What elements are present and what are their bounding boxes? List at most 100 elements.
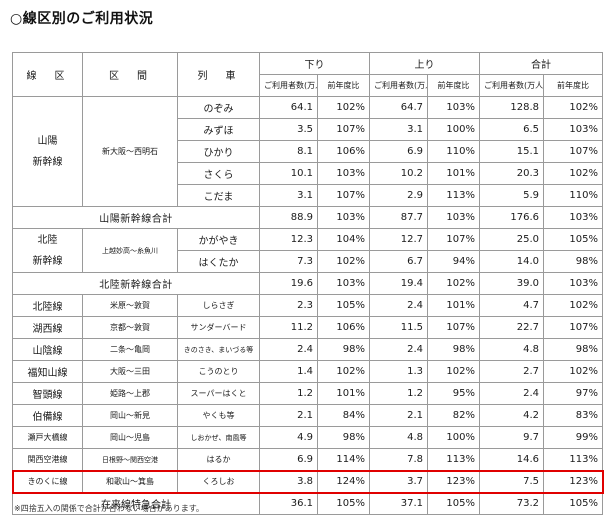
down-users: 2.1 [259,404,318,427]
table-row: 山陰線 二条～亀岡 きのさき、まいづる等 2.4 98% 2.4 98% 4.8… [12,338,603,361]
down-users: 4.9 [259,426,318,449]
up-ratio: 95% [427,382,480,405]
train-cell: さくら [177,162,260,185]
up-ratio: 113% [427,448,480,471]
line-cell: 福知山線 [12,360,83,383]
train-cell: きのさき、まいづる等 [177,338,260,361]
train-cell: こうのとり [177,360,260,383]
up-users: 19.4 [369,272,428,295]
subtotal-label: 北陸新幹線合計 [12,272,260,295]
footnote: ※四捨五入の関係で合計が合わない場合があります。 [14,504,204,513]
total-label: 在来線特急合計 [12,492,260,515]
down-ratio: 102% [317,250,370,273]
total-ratio: 107% [543,140,603,163]
up-ratio: 102% [427,360,480,383]
up-ratio: 100% [427,118,480,141]
total-ratio: 113% [543,448,603,471]
up-users: 11.5 [369,316,428,339]
down-ratio: 98% [317,426,370,449]
total-ratio: 83% [543,404,603,427]
header-row-top: 線 区 区 間 列 車 下り 上り 合計 [12,52,603,97]
up-users: 64.7 [369,96,428,119]
up-ratio: 100% [427,426,480,449]
total-ratio: 103% [543,118,603,141]
down-ratio: 102% [317,360,370,383]
up-users: 7.8 [369,448,428,471]
total-ratio: 107% [543,316,603,339]
table-row: 北陸線 米原～敦賀 しらさぎ 2.3 105% 2.4 101% 4.7 102… [12,294,603,317]
up-users: 37.1 [369,492,428,515]
down-users: 3.1 [259,184,318,207]
up-users: 10.2 [369,162,428,185]
down-ratio: 105% [317,492,370,515]
total-ratio: 123% [543,470,603,493]
up-ratio: 101% [427,162,480,185]
train-cell: しおかぜ、南風等 [177,426,260,449]
down-users: 8.1 [259,140,318,163]
down-ratio: 107% [317,118,370,141]
total-ratio: 102% [543,96,603,119]
train-cell: サンダーバード [177,316,260,339]
usage-table: 線 区 区 間 列 車 下り 上り 合計 ご利用者数(万人) 前年度比 ご利用者… [11,52,604,515]
line-name: 新幹線 [32,156,63,168]
down-ratio: 105% [317,294,370,317]
total-users: 25.0 [479,228,544,251]
total-users: 6.5 [479,118,544,141]
up-ratio: 123% [427,470,480,493]
section-cell: 二条～亀岡 [82,338,178,361]
header-down: 下り [259,52,370,75]
line-cell-sanyo: 山陽 新幹線 [12,96,83,207]
total-users: 14.6 [479,448,544,471]
train-cell: こだま [177,184,260,207]
down-users: 2.4 [259,338,318,361]
down-users: 88.9 [259,206,318,229]
section-cell: 新大阪～西明石 [82,96,178,207]
train-cell: はくたか [177,250,260,273]
up-users: 6.9 [369,140,428,163]
up-ratio: 105% [427,492,480,515]
down-ratio: 98% [317,338,370,361]
up-ratio: 101% [427,294,480,317]
total-users: 4.2 [479,404,544,427]
down-ratio: 103% [317,272,370,295]
table-row: ひかり 8.1 106% 6.9 110% 15.1 107% [13,140,603,163]
subtotal-label: 山陽新幹線合計 [12,206,260,229]
up-ratio: 107% [427,228,480,251]
table-row: みずほ 3.5 107% 3.1 100% 6.5 103% [13,118,603,141]
up-users: 1.2 [369,382,428,405]
total-ratio: 105% [543,228,603,251]
total-users: 5.9 [479,184,544,207]
up-users: 4.8 [369,426,428,449]
line-cell: 湖西線 [12,316,83,339]
total-users: 22.7 [479,316,544,339]
total-ratio: 102% [543,360,603,383]
train-cell: みずほ [177,118,260,141]
total-ratio: 102% [543,294,603,317]
table-row: こだま 3.1 107% 2.9 113% 5.9 110% [13,184,603,207]
down-ratio: 114% [317,448,370,471]
total-users: 4.8 [479,338,544,361]
total-ratio: 99% [543,426,603,449]
down-users: 12.3 [259,228,318,251]
down-users: 36.1 [259,492,318,515]
up-ratio: 102% [427,272,480,295]
down-users: 2.3 [259,294,318,317]
table-row: 関西空港線 日根野～関西空港 はるか 6.9 114% 7.8 113% 14.… [12,448,603,471]
up-ratio: 103% [427,96,480,119]
down-users: 10.1 [259,162,318,185]
line-cell: 北陸線 [12,294,83,317]
total-users: 9.7 [479,426,544,449]
train-cell: くろしお [177,470,260,493]
section-cell: 和歌山～箕島 [82,470,178,493]
up-ratio: 94% [427,250,480,273]
section-cell: 日根野～関西空港 [82,448,178,471]
section-cell: 姫路～上郡 [82,382,178,405]
table-row: 湖西線 京都～敦賀 サンダーバード 11.2 106% 11.5 107% 22… [12,316,603,339]
up-users: 3.1 [369,118,428,141]
table-row: 北陸 新幹線 上越妙高～糸魚川 かがやき 12.3 104% 12.7 107%… [12,228,603,273]
total-ratio: 105% [543,492,603,515]
table-row: 伯備線 岡山～新見 やくも等 2.1 84% 2.1 82% 4.2 83% [12,404,603,427]
total-users: 176.6 [479,206,544,229]
line-cell: 智頭線 [12,382,83,405]
